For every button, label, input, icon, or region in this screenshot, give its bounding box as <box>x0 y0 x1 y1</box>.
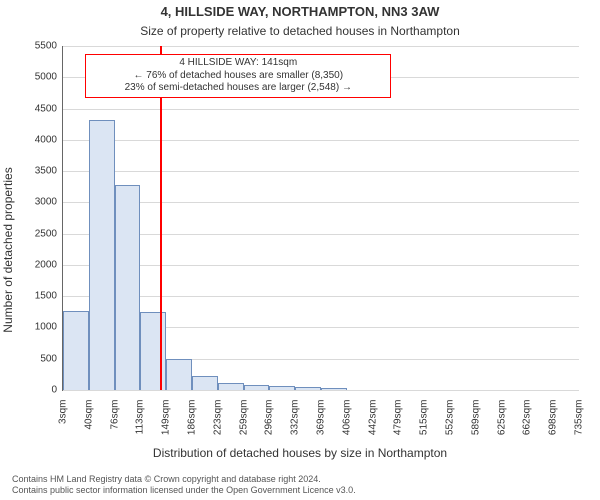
y-tick-label: 3500 <box>35 166 63 177</box>
histogram-bar <box>295 387 321 390</box>
chart-title: 4, HILLSIDE WAY, NORTHAMPTON, NN3 3AW <box>0 4 600 19</box>
histogram-bar <box>63 311 89 390</box>
x-tick-label: 369sqm <box>316 396 327 436</box>
x-tick-label: 662sqm <box>522 396 533 436</box>
annotation-line: 4 HILLSIDE WAY: 141sqm <box>90 57 386 70</box>
footer-line-2: Contains public sector information licen… <box>12 485 356 496</box>
histogram-bar <box>244 385 270 390</box>
footer-line-1: Contains HM Land Registry data © Crown c… <box>12 474 356 485</box>
x-axis-label: Distribution of detached houses by size … <box>0 446 600 460</box>
gridline <box>63 390 579 391</box>
y-tick-label: 4000 <box>35 134 63 145</box>
x-tick-label: 479sqm <box>393 396 404 436</box>
chart-container: 4, HILLSIDE WAY, NORTHAMPTON, NN3 3AW Si… <box>0 0 600 500</box>
x-tick-label: 186sqm <box>187 396 198 436</box>
gridline <box>63 296 579 297</box>
histogram-bar <box>115 185 141 390</box>
annotation-line: 23% of semi-detached houses are larger (… <box>90 82 386 95</box>
gridline <box>63 202 579 203</box>
y-tick-label: 500 <box>40 353 63 364</box>
y-tick-label: 5500 <box>35 41 63 52</box>
gridline <box>63 265 579 266</box>
histogram-bar <box>192 376 218 390</box>
x-tick-label: 149sqm <box>161 396 172 436</box>
histogram-bar <box>321 388 347 391</box>
annotation-box: 4 HILLSIDE WAY: 141sqm← 76% of detached … <box>85 54 391 98</box>
y-tick-label: 2000 <box>35 259 63 270</box>
x-tick-label: 76sqm <box>109 396 120 430</box>
histogram-bar <box>89 120 115 390</box>
x-tick-label: 259sqm <box>238 396 249 436</box>
gridline <box>63 234 579 235</box>
x-tick-label: 113sqm <box>135 396 146 435</box>
x-tick-label: 698sqm <box>548 396 559 436</box>
x-tick-label: 296sqm <box>264 396 275 436</box>
y-tick-label: 4500 <box>35 103 63 114</box>
y-axis-label: Number of detached properties <box>1 167 15 332</box>
x-tick-label: 3sqm <box>58 396 69 424</box>
x-tick-label: 589sqm <box>470 396 481 436</box>
x-tick-label: 515sqm <box>419 396 430 436</box>
gridline <box>63 109 579 110</box>
chart-subtitle: Size of property relative to detached ho… <box>0 24 600 38</box>
x-tick-label: 223sqm <box>212 396 223 436</box>
histogram-bar <box>166 359 192 390</box>
y-tick-label: 5000 <box>35 72 63 83</box>
x-tick-label: 406sqm <box>341 396 352 436</box>
y-tick-label: 2500 <box>35 228 63 239</box>
y-tick-label: 3000 <box>35 197 63 208</box>
histogram-bar <box>269 386 295 390</box>
x-tick-label: 735sqm <box>574 396 585 436</box>
x-tick-label: 552sqm <box>445 396 456 436</box>
histogram-bar <box>140 312 166 390</box>
gridline <box>63 140 579 141</box>
gridline <box>63 171 579 172</box>
plot-area: 0500100015002000250030003500400045005000… <box>62 46 579 391</box>
y-tick-label: 1000 <box>35 322 63 333</box>
annotation-line: ← 76% of detached houses are smaller (8,… <box>90 70 386 83</box>
marker-line <box>160 46 162 390</box>
footer-attribution: Contains HM Land Registry data © Crown c… <box>12 474 356 497</box>
y-tick-label: 1500 <box>35 291 63 302</box>
y-tick-label: 0 <box>51 385 63 396</box>
x-tick-label: 442sqm <box>367 396 378 436</box>
gridline <box>63 46 579 47</box>
histogram-bar <box>218 383 244 391</box>
x-tick-label: 40sqm <box>83 396 94 430</box>
x-tick-label: 332sqm <box>290 396 301 436</box>
x-tick-label: 625sqm <box>496 396 507 436</box>
